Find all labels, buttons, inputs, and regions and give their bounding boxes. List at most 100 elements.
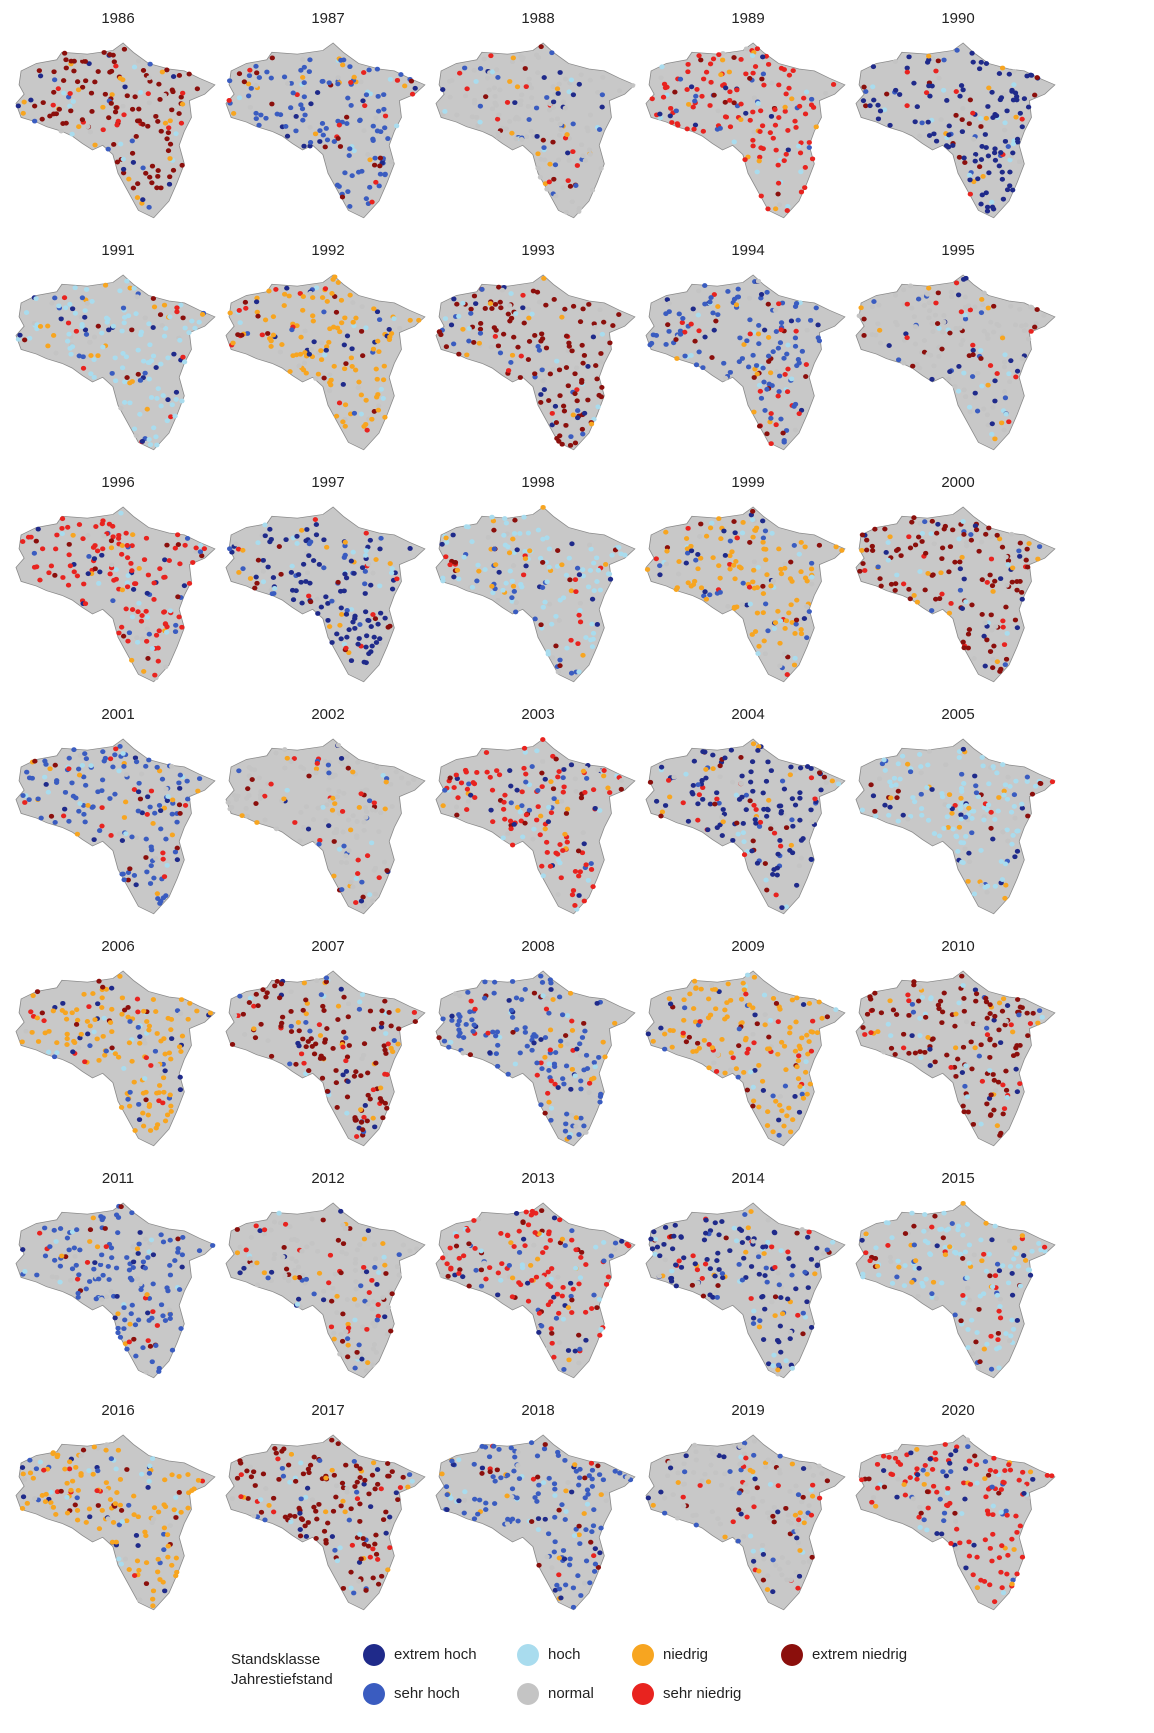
station-dot xyxy=(1001,197,1006,202)
station-dot xyxy=(108,756,113,761)
station-dot xyxy=(699,987,704,992)
station-dot xyxy=(790,1117,795,1122)
station-dot xyxy=(168,142,173,147)
station-dot xyxy=(74,329,79,334)
station-dot xyxy=(163,664,168,669)
station-dot xyxy=(384,868,389,873)
station-dot xyxy=(1006,419,1011,424)
station-dot xyxy=(596,1055,601,1060)
station-dot xyxy=(67,346,72,351)
station-dot xyxy=(53,820,58,825)
station-dot xyxy=(335,580,340,585)
station-dot xyxy=(505,100,510,105)
station-dot xyxy=(955,849,960,854)
station-dot xyxy=(72,569,77,574)
station-dot xyxy=(501,332,506,337)
station-dot xyxy=(763,878,768,883)
station-dot xyxy=(534,748,539,753)
station-dot xyxy=(309,1217,314,1222)
station-dot xyxy=(465,990,470,995)
station-dot xyxy=(910,1002,915,1007)
station-dot xyxy=(792,663,797,668)
station-dot xyxy=(118,1335,123,1340)
station-dot xyxy=(967,353,972,358)
station-dot xyxy=(101,50,106,55)
station-dot xyxy=(350,300,355,305)
station-dot xyxy=(371,1087,376,1092)
station-dot xyxy=(339,320,344,325)
station-dot xyxy=(252,586,257,591)
station-dot xyxy=(46,1029,51,1034)
station-dot xyxy=(372,156,377,161)
station-dot xyxy=(161,1090,166,1095)
station-dot xyxy=(542,387,547,392)
station-dot xyxy=(906,1051,911,1056)
station-dot xyxy=(353,316,358,321)
station-dot xyxy=(168,118,173,123)
station-dot xyxy=(1010,565,1015,570)
station-dot xyxy=(766,798,771,803)
station-dot xyxy=(146,1318,151,1323)
station-dot xyxy=(589,622,594,627)
station-dot xyxy=(147,342,152,347)
station-dot xyxy=(748,1070,753,1075)
station-dot xyxy=(787,1031,792,1036)
station-dot xyxy=(333,1068,338,1073)
station-dot xyxy=(382,415,387,420)
station-dot xyxy=(312,1052,317,1057)
station-dot xyxy=(120,995,125,1000)
station-dot xyxy=(1004,657,1009,662)
station-dot xyxy=(365,853,370,858)
station-dot xyxy=(747,296,752,301)
station-dot xyxy=(796,1058,801,1063)
station-dot xyxy=(588,547,593,552)
station-dot xyxy=(1035,1021,1040,1026)
station-dot xyxy=(257,776,262,781)
station-dot xyxy=(648,1237,653,1242)
station-dot xyxy=(177,802,182,807)
station-dot xyxy=(126,573,131,578)
station-dot xyxy=(166,125,171,130)
station-dot xyxy=(535,70,540,75)
station-dot xyxy=(169,107,174,112)
station-dot xyxy=(580,432,585,437)
station-dot xyxy=(560,1294,565,1299)
station-dot xyxy=(569,1238,574,1243)
station-dot xyxy=(317,139,322,144)
station-dot xyxy=(650,96,655,101)
station-dot xyxy=(527,548,532,553)
station-dot xyxy=(182,326,187,331)
station-dot xyxy=(782,105,787,110)
station-dot xyxy=(752,975,757,980)
station-dot xyxy=(769,114,774,119)
station-dot xyxy=(673,1223,678,1228)
station-dot xyxy=(871,98,876,103)
station-dot xyxy=(893,293,898,298)
station-dot xyxy=(559,799,564,804)
station-dot xyxy=(469,539,474,544)
station-dot xyxy=(668,106,673,111)
station-dot xyxy=(536,528,541,533)
station-dot xyxy=(590,188,595,193)
station-dot xyxy=(64,1017,69,1022)
station-dot xyxy=(235,794,240,799)
station-dot xyxy=(569,588,574,593)
station-dot xyxy=(794,996,799,1001)
station-dot xyxy=(144,1370,149,1375)
station-dot xyxy=(573,577,578,582)
map-year: 1986 xyxy=(101,10,134,27)
station-dot xyxy=(460,327,465,332)
station-dot xyxy=(198,543,203,548)
map-shape xyxy=(226,739,425,914)
station-dot xyxy=(860,808,865,813)
station-dot xyxy=(170,402,175,407)
station-dot xyxy=(978,848,983,853)
station-dot xyxy=(361,820,366,825)
station-dot xyxy=(394,123,399,128)
station-dot xyxy=(916,999,921,1004)
station-dot xyxy=(83,59,88,64)
station-dot xyxy=(957,560,962,565)
station-dot xyxy=(210,1243,215,1248)
station-dot xyxy=(771,1353,776,1358)
station-dot xyxy=(239,333,244,338)
